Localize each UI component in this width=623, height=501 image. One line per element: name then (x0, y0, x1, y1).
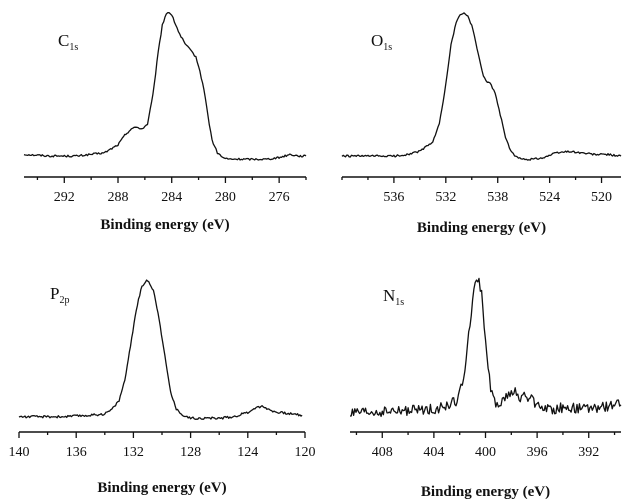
x-axis-label: Binding energy (eV) (417, 220, 546, 236)
x-tick-label: 128 (180, 445, 201, 460)
panel-label: O1s (371, 31, 392, 53)
x-tick-label: 132 (123, 445, 144, 460)
x-tick-label: 400 (475, 445, 496, 460)
panel-label: P2p (50, 284, 69, 306)
x-tick-label: 292 (54, 190, 75, 205)
x-tick-label: 276 (269, 190, 290, 205)
x-tick-label: 140 (9, 445, 30, 460)
x-axis-label: Binding energy (eV) (421, 484, 550, 500)
x-tick-label: 524 (539, 190, 560, 205)
x-tick-label: 280 (215, 190, 236, 205)
x-tick-label: 404 (423, 445, 444, 460)
x-tick-label: 538 (487, 190, 508, 205)
spectrum-line (18, 279, 303, 420)
x-tick-label: 120 (295, 445, 316, 460)
x-tick-label: 136 (66, 445, 87, 460)
x-tick-label: 532 (435, 190, 456, 205)
x-tick-label: 288 (108, 190, 129, 205)
x-tick-label: 284 (161, 190, 182, 205)
x-tick-label: 392 (578, 445, 599, 460)
spectrum-line (23, 11, 307, 161)
panel-label: C1s (58, 31, 78, 53)
x-axis-label: Binding energy (eV) (97, 480, 226, 496)
x-tick-label: 536 (383, 190, 404, 205)
spectrum-line (350, 277, 622, 418)
panel-label: N1s (383, 286, 404, 308)
x-tick-label: 396 (527, 445, 548, 460)
x-axis-label: Binding energy (eV) (100, 217, 229, 233)
x-tick-label: 124 (237, 445, 258, 460)
x-tick-label: 520 (591, 190, 612, 205)
x-tick-label: 408 (372, 445, 393, 460)
spectrum-line (341, 12, 622, 161)
